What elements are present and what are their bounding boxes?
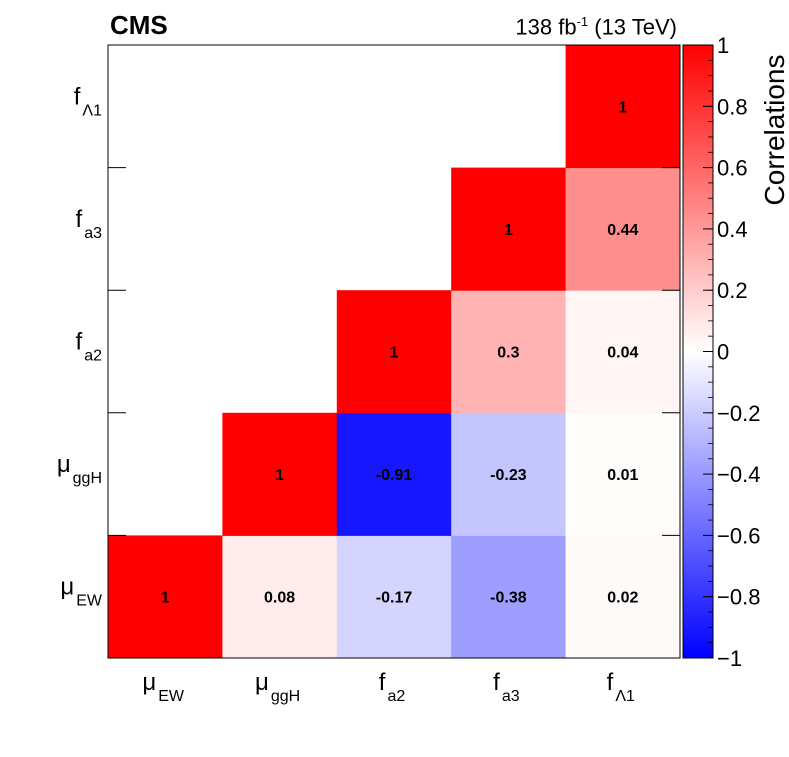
colorbar-tick-label: 0.2 xyxy=(717,278,748,303)
cell-value-label: 0.3 xyxy=(497,345,519,362)
colorbar-tick-label: 0 xyxy=(717,340,729,365)
cell-value-label: 1 xyxy=(504,222,513,239)
heatmap-cells xyxy=(108,45,681,659)
lumi-exponent: -1 xyxy=(576,14,589,29)
heatmap-cell xyxy=(336,535,452,659)
y-tick-label: μggH xyxy=(57,451,102,487)
colorbar-tick-label: 0.6 xyxy=(717,156,748,181)
heatmap-cell xyxy=(565,412,681,536)
cell-value-label: 1 xyxy=(618,99,627,116)
heatmap-cell xyxy=(451,167,567,291)
cell-value-label: 0.08 xyxy=(264,590,295,607)
cell-value-label: -0.91 xyxy=(376,467,413,484)
plot-border xyxy=(107,44,681,659)
heatmap-cell xyxy=(336,412,452,536)
heatmap-cell xyxy=(565,167,681,291)
heatmap-cell xyxy=(336,290,452,414)
colorbar-tick-label: −0.2 xyxy=(717,401,760,426)
energy-label: (13 TeV) xyxy=(594,14,677,40)
colorbar-title: Correlations xyxy=(759,54,789,206)
heatmap-cell xyxy=(451,412,567,536)
heatmap-cell xyxy=(565,535,681,659)
cell-value-label: 0.02 xyxy=(607,590,638,607)
colorbar: 1 0.8 0.6 0.4 0.2 0 −0.2 −0.4 −0.6 −0.8 −1 xyxy=(682,33,760,671)
heatmap-cell xyxy=(451,290,567,414)
cell-value-labels: 1 0.08 -0.17 -0.38 0.02 1 -0.91 -0.23 0.01 1 0.3 0.… xyxy=(161,99,639,606)
cell-value-label: -0.17 xyxy=(376,590,413,607)
cell-value-label: 0.01 xyxy=(607,467,638,484)
plot-frame xyxy=(107,44,681,659)
y-axis-labels: μEW μggH fa2 fa3 fΛ1 xyxy=(57,83,103,609)
x-tick-label: fa3 xyxy=(493,669,520,705)
heatmap-cell xyxy=(565,290,681,414)
cell-value-label: 1 xyxy=(390,345,399,362)
heatmap-cell xyxy=(565,45,681,169)
experiment-label: CMS xyxy=(110,10,168,40)
y-tick-label: μEW xyxy=(60,574,103,610)
cell-value-label: -0.38 xyxy=(490,590,527,607)
colorbar-tick-label: 0.8 xyxy=(717,94,748,119)
x-axis-labels: μEW μggH fa2 fa3 fΛ1 xyxy=(142,669,635,705)
x-tick-label: μggH xyxy=(255,669,300,705)
colorbar-tick-label: 0.4 xyxy=(717,217,748,242)
y-tick-label: fa3 xyxy=(76,206,103,242)
lumi-value: 138 fb xyxy=(515,14,577,40)
colorbar-tick-label: 1 xyxy=(717,33,729,58)
cell-value-label: 0.44 xyxy=(607,222,638,239)
cell-value-label: -0.23 xyxy=(490,467,527,484)
colorbar-tick-label: −1 xyxy=(717,646,742,671)
cell-value-label: 1 xyxy=(161,590,170,607)
colorbar-tick-label: −0.4 xyxy=(717,462,760,487)
y-tick-label: fa2 xyxy=(76,329,103,365)
y-tick-label: fΛ1 xyxy=(74,83,102,119)
heatmap-cell xyxy=(108,535,223,659)
heatmap-cell xyxy=(222,412,338,536)
heatmap-cell xyxy=(451,535,567,659)
x-tick-label: fa2 xyxy=(379,669,406,705)
cell-value-label: 0.04 xyxy=(607,345,638,362)
cell-value-label: 1 xyxy=(275,467,284,484)
colorbar-tick-label: −0.8 xyxy=(717,585,760,610)
x-tick-label: fΛ1 xyxy=(607,669,635,705)
luminosity-label: 138 fb-1 (13 TeV) xyxy=(515,14,677,40)
x-tick-label: μEW xyxy=(142,669,185,705)
heatmap-cell xyxy=(222,535,338,659)
colorbar-tick-label: −0.6 xyxy=(717,523,760,548)
